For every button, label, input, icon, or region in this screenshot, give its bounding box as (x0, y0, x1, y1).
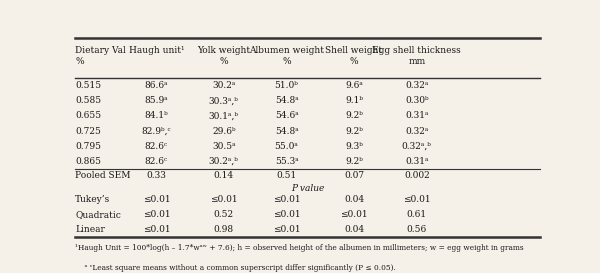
Text: ≤0.01: ≤0.01 (143, 225, 170, 234)
Text: 30.5ᵃ: 30.5ᵃ (212, 142, 236, 151)
Text: 30.1ᵃ,ᵇ: 30.1ᵃ,ᵇ (209, 111, 239, 120)
Text: 54.8ᵃ: 54.8ᵃ (275, 126, 298, 135)
Text: Linear: Linear (75, 225, 105, 234)
Text: 0.04: 0.04 (344, 225, 364, 234)
Text: 85.9ᵃ: 85.9ᵃ (145, 96, 168, 105)
Text: 0.04: 0.04 (344, 195, 364, 204)
Text: 0.07: 0.07 (344, 171, 364, 180)
Text: 0.515: 0.515 (75, 81, 101, 90)
Text: 30.3ᵃ,ᵇ: 30.3ᵃ,ᵇ (209, 96, 239, 105)
Text: 0.56: 0.56 (407, 225, 427, 234)
Text: 9.2ᵇ: 9.2ᵇ (345, 126, 363, 135)
Text: 0.30ᵇ: 0.30ᵇ (405, 96, 428, 105)
Text: 0.585: 0.585 (75, 96, 101, 105)
Text: Egg shell thickness
mm: Egg shell thickness mm (373, 46, 461, 66)
Text: 0.32ᵃ: 0.32ᵃ (405, 126, 428, 135)
Text: 30.2ᵃ: 30.2ᵃ (212, 81, 235, 90)
Text: 0.655: 0.655 (75, 111, 101, 120)
Text: ≤0.01: ≤0.01 (340, 210, 368, 219)
Text: 9.2ᵇ: 9.2ᵇ (345, 111, 363, 120)
Text: 0.52: 0.52 (214, 210, 234, 219)
Text: 82.6ᶜ: 82.6ᶜ (145, 157, 168, 166)
Text: Albumen weight
%: Albumen weight % (249, 46, 324, 66)
Text: 0.33: 0.33 (146, 171, 166, 180)
Text: Shell weight
%: Shell weight % (325, 46, 383, 66)
Text: ᵃ ᶜLeast square means without a common superscript differ significantly (P ≤ 0.0: ᵃ ᶜLeast square means without a common s… (75, 264, 396, 272)
Text: 82.6ᶜ: 82.6ᶜ (145, 142, 168, 151)
Text: 0.31ᵃ: 0.31ᵃ (405, 157, 428, 166)
Text: ≤0.01: ≤0.01 (143, 210, 170, 219)
Text: ≤0.01: ≤0.01 (273, 210, 301, 219)
Text: ¹Haugh Unit = 100*log(h – 1.7*wᵃʷ + 7.6); h = observed height of the albumen in : ¹Haugh Unit = 100*log(h – 1.7*wᵃʷ + 7.6)… (75, 244, 524, 252)
Text: 0.795: 0.795 (75, 142, 101, 151)
Text: ≤0.01: ≤0.01 (273, 225, 301, 234)
Text: 9.3ᵇ: 9.3ᵇ (345, 142, 363, 151)
Text: ≤0.01: ≤0.01 (143, 195, 170, 204)
Text: 9.1ᵇ: 9.1ᵇ (345, 96, 363, 105)
Text: 9.6ᵃ: 9.6ᵃ (345, 81, 363, 90)
Text: P value: P value (291, 184, 324, 193)
Text: 51.0ᵇ: 51.0ᵇ (275, 81, 299, 90)
Text: 0.98: 0.98 (214, 225, 234, 234)
Text: 0.14: 0.14 (214, 171, 234, 180)
Text: 0.002: 0.002 (404, 171, 430, 180)
Text: Pooled SEM: Pooled SEM (75, 171, 131, 180)
Text: 0.31ᵃ: 0.31ᵃ (405, 111, 428, 120)
Text: 0.725: 0.725 (75, 126, 101, 135)
Text: 0.51: 0.51 (277, 171, 297, 180)
Text: Quadratic: Quadratic (75, 210, 121, 219)
Text: 54.6ᵃ: 54.6ᵃ (275, 111, 298, 120)
Text: 82.9ᵇ,ᶜ: 82.9ᵇ,ᶜ (142, 126, 171, 135)
Text: 0.32ᵃ: 0.32ᵃ (405, 81, 428, 90)
Text: 9.2ᵇ: 9.2ᵇ (345, 157, 363, 166)
Text: 54.8ᵃ: 54.8ᵃ (275, 96, 298, 105)
Text: 0.865: 0.865 (75, 157, 101, 166)
Text: 0.61: 0.61 (407, 210, 427, 219)
Text: 55.3ᵃ: 55.3ᵃ (275, 157, 298, 166)
Text: ≤0.01: ≤0.01 (273, 195, 301, 204)
Text: Haugh unit¹: Haugh unit¹ (128, 46, 184, 55)
Text: 84.1ᵇ: 84.1ᵇ (145, 111, 168, 120)
Text: 29.6ᵇ: 29.6ᵇ (212, 126, 236, 135)
Text: 0.32ᵃ,ᵇ: 0.32ᵃ,ᵇ (402, 142, 432, 151)
Text: Dietary Val
%: Dietary Val % (75, 46, 126, 66)
Text: Tukey’s: Tukey’s (75, 195, 110, 204)
Text: Yolk weight
%: Yolk weight % (197, 46, 250, 66)
Text: 55.0ᵃ: 55.0ᵃ (275, 142, 299, 151)
Text: ≤0.01: ≤0.01 (403, 195, 431, 204)
Text: 86.6ᵃ: 86.6ᵃ (145, 81, 168, 90)
Text: 30.2ᵃ,ᵇ: 30.2ᵃ,ᵇ (209, 157, 239, 166)
Text: ≤0.01: ≤0.01 (210, 195, 238, 204)
